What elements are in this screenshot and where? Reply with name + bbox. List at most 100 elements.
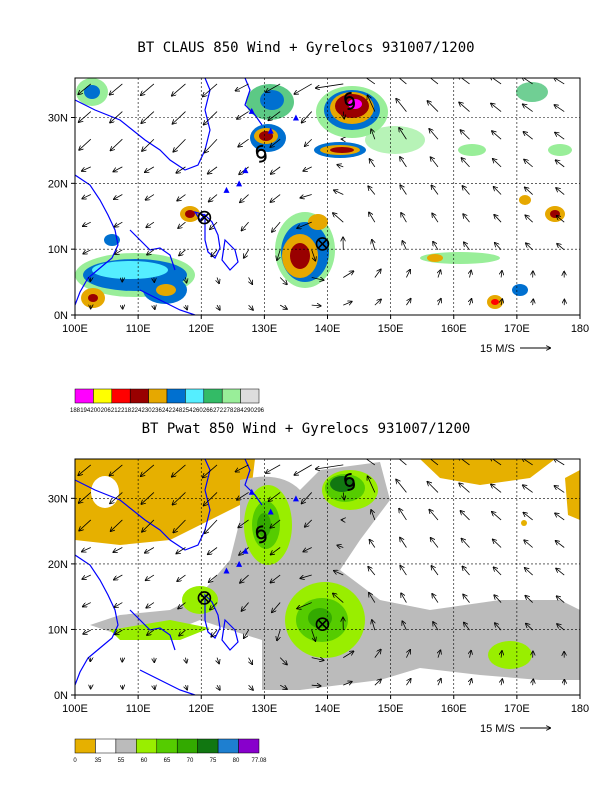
wind-vector	[525, 187, 533, 195]
wind-vector	[470, 299, 472, 306]
x-tick-label: 100E	[62, 323, 88, 335]
wind-vector	[494, 595, 502, 603]
front-marker	[236, 180, 243, 187]
wind-vector	[311, 305, 321, 306]
colorbar-label: 254	[182, 408, 193, 414]
wind-vector	[555, 105, 565, 112]
wind-vector	[374, 299, 381, 306]
wind-vector	[461, 511, 470, 521]
wind-vector	[244, 249, 249, 258]
x-tick-label: 140E	[315, 703, 341, 715]
wind-vector	[211, 629, 218, 637]
wind-vector	[176, 166, 186, 173]
wind-vector	[491, 104, 502, 112]
colorbar-label: 266	[203, 408, 214, 414]
wind-vector	[462, 186, 470, 195]
wind-vector	[490, 78, 502, 85]
wind-vector	[142, 138, 155, 151]
colorbar-label: 278	[223, 408, 234, 414]
wind-vector	[526, 624, 533, 631]
colorbar-label: 242	[162, 408, 173, 414]
wind-vector	[146, 221, 155, 227]
wind-vector	[374, 270, 381, 278]
wind-vector	[303, 166, 312, 171]
wind-vector	[82, 547, 91, 552]
x-tick-label: 180	[571, 323, 589, 335]
wind-vector	[365, 459, 376, 466]
wind-vector	[217, 657, 219, 664]
vector-field	[78, 459, 565, 690]
typhoon-symbol-arm	[347, 481, 355, 491]
wind-vector	[269, 492, 281, 501]
wind-vector	[400, 157, 407, 168]
wind-vector	[266, 83, 281, 92]
wind-vector	[557, 244, 565, 251]
colorbar-swatch	[111, 388, 131, 404]
wind-vector	[82, 194, 91, 199]
wind-vector	[557, 216, 565, 223]
wind-vector	[492, 131, 502, 140]
wind-vector	[270, 194, 281, 202]
wind-vector	[294, 83, 312, 94]
wind-vector	[211, 249, 218, 257]
wind-vector	[297, 602, 312, 609]
wind-vector	[145, 547, 155, 553]
wind-vector	[555, 513, 565, 521]
wind-vector	[438, 679, 441, 686]
wind-vector	[343, 651, 353, 658]
wind-vector	[82, 574, 91, 579]
wind-vector	[374, 679, 381, 686]
wind-vector	[279, 277, 287, 284]
wind-vector	[154, 305, 155, 309]
wind-vector	[368, 96, 376, 112]
wind-vector	[142, 519, 155, 532]
gyre-center-cross	[317, 619, 328, 629]
colorbar-label: 55	[118, 758, 125, 764]
wind-vector	[401, 593, 407, 603]
wind-vector	[208, 166, 218, 174]
top-coastlines	[75, 78, 263, 315]
gyre-center-marker	[315, 617, 330, 632]
y-tick-label: 20N	[48, 559, 68, 571]
wind-vectors	[78, 78, 565, 690]
wind-vector	[334, 571, 344, 576]
wind-vector	[277, 629, 280, 640]
wind-vector	[432, 594, 439, 603]
wind-vector	[203, 464, 218, 477]
wind-vector	[459, 103, 470, 112]
wind-vector	[400, 566, 407, 576]
wind-vector	[249, 657, 253, 664]
front-marker	[223, 186, 230, 193]
wind-vector	[557, 596, 565, 603]
typhoon-symbol-arm	[259, 534, 267, 544]
colorbar-label: 296	[254, 408, 265, 414]
wind-vector	[371, 510, 376, 521]
top-shading	[75, 78, 572, 309]
wind-vector	[236, 464, 249, 472]
wind-vector	[266, 464, 281, 473]
colorbar-swatch	[240, 388, 260, 404]
wind-vector	[429, 510, 439, 521]
wind-vector	[240, 574, 249, 583]
wind-vector	[370, 159, 376, 168]
y-tick-label: 10N	[48, 624, 68, 636]
wind-vector	[217, 684, 220, 690]
wind-vector	[113, 166, 123, 172]
wind-vector	[238, 519, 249, 527]
y-tick-label: 0N	[54, 690, 68, 702]
colorbar-swatch	[93, 388, 113, 404]
wind-vector	[305, 519, 312, 527]
front-marker	[292, 114, 299, 121]
colorbar-label: 290	[244, 408, 255, 414]
wind-vector	[237, 111, 249, 119]
colorbar-swatch	[95, 738, 117, 754]
wind-vector	[524, 513, 533, 521]
wind-vector	[557, 624, 565, 631]
wind-vector	[433, 242, 439, 251]
front-marker	[267, 127, 274, 134]
wind-vector	[141, 464, 155, 476]
wind-vector	[173, 138, 186, 151]
wind-vector	[494, 187, 502, 195]
wind-vector	[279, 304, 287, 309]
